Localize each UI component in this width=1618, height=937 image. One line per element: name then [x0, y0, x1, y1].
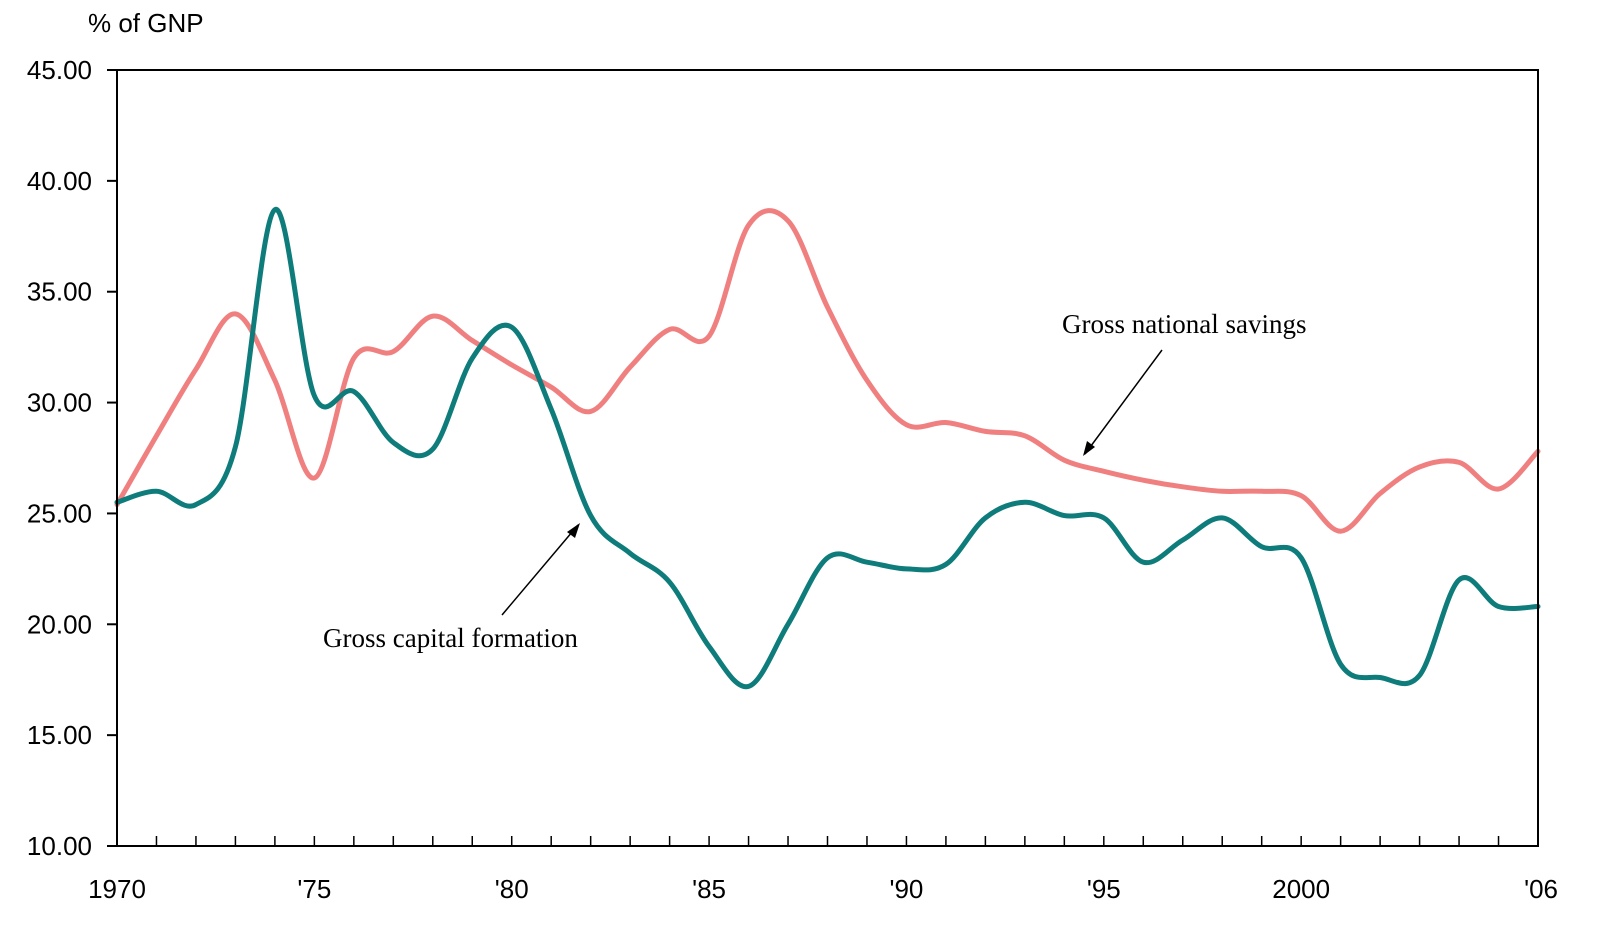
- annotation-label: Gross national savings: [1062, 309, 1306, 339]
- arrow-head: [1083, 441, 1095, 456]
- y-axis-ticks: 10.00 15.00 20.00 25.00 30.00 35.00 40.00 45.00: [27, 55, 117, 861]
- x-tick-label: '80: [495, 874, 529, 904]
- annotation-savings: Gross national savings: [1062, 309, 1306, 456]
- y-tick-label: 20.00: [27, 609, 92, 639]
- x-tick-label: 1970: [88, 874, 146, 904]
- x-axis-ticks: 1970 '75 '80 '85 '90 '95 2000 '06: [88, 836, 1558, 904]
- y-tick-label: 45.00: [27, 55, 92, 85]
- annotation-label: Gross capital formation: [323, 623, 578, 653]
- x-tick-label: '75: [297, 874, 331, 904]
- x-tick-label: '95: [1087, 874, 1121, 904]
- y-axis-label: % of GNP: [88, 8, 204, 38]
- arrow-head: [567, 523, 580, 538]
- series-lines: [114, 207, 1541, 690]
- series-line-gross-national-savings: [114, 208, 1541, 534]
- y-tick-label: 40.00: [27, 166, 92, 196]
- annotation-capital: Gross capital formation: [323, 523, 580, 653]
- x-tick-label: '06: [1524, 874, 1558, 904]
- annotation-arrow: [501, 524, 579, 616]
- series-line-gross-capital-formation: [114, 207, 1541, 690]
- x-tick-label: 2000: [1272, 874, 1330, 904]
- y-tick-label: 15.00: [27, 720, 92, 750]
- y-tick-label: 25.00: [27, 498, 92, 528]
- x-tick-label: '85: [692, 874, 726, 904]
- plot-frame: [116, 69, 1539, 847]
- y-tick-label: 10.00: [27, 831, 92, 861]
- annotation-arrow: [1084, 349, 1163, 455]
- y-tick-label: 35.00: [27, 277, 92, 307]
- x-tick-label: '90: [889, 874, 923, 904]
- y-tick-label: 30.00: [27, 388, 92, 418]
